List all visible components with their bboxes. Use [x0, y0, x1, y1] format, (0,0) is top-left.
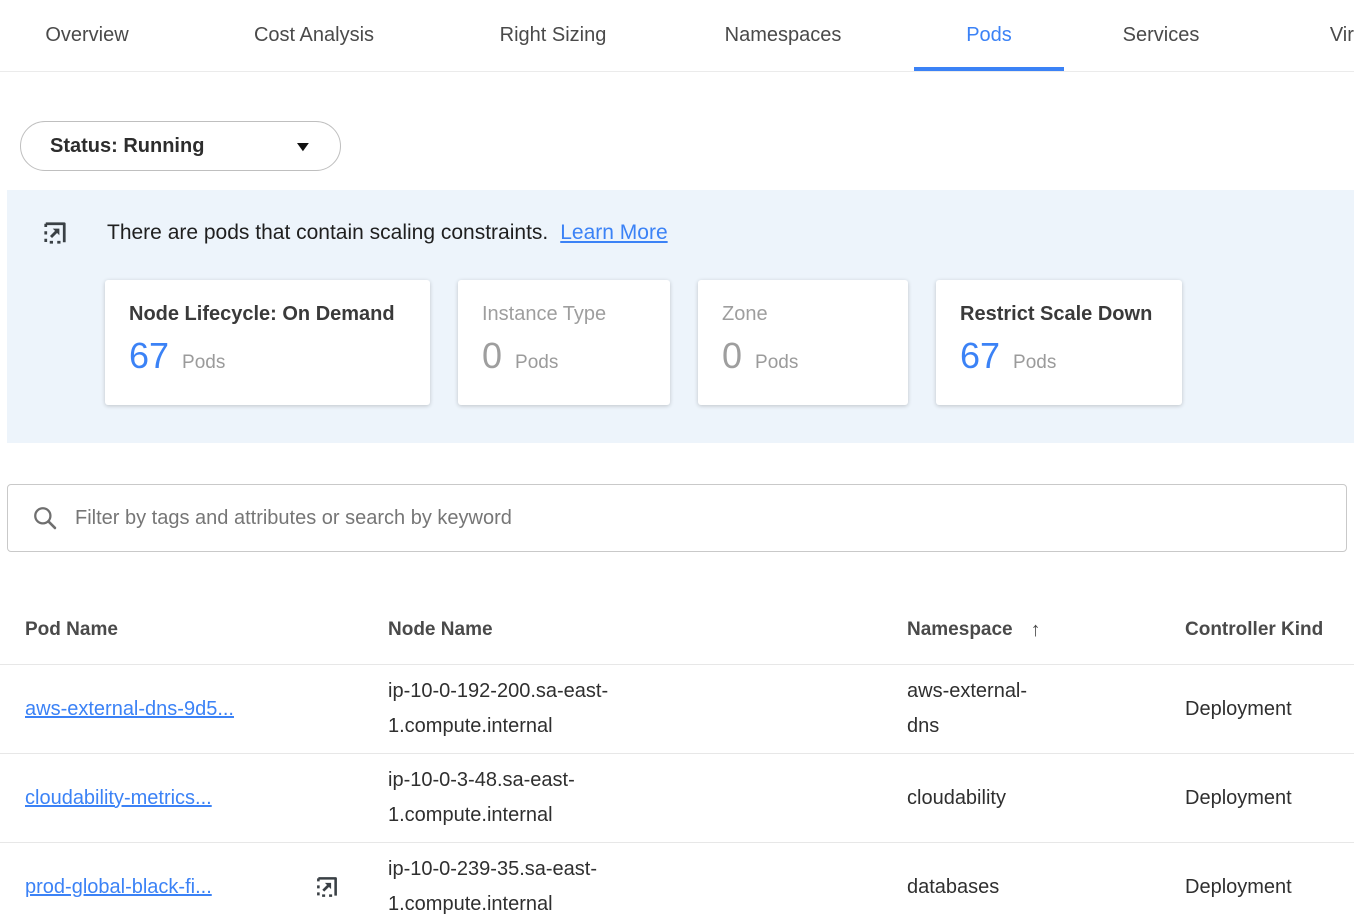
pod-name-link[interactable]: aws-external-dns-9d5...	[25, 697, 234, 720]
card-unit: Pods	[755, 352, 799, 373]
node-name-cell: ip-10-0-239-35.sa-east-1.compute.interna…	[388, 858, 597, 915]
card-unit: Pods	[1013, 352, 1057, 373]
tab-label: Pods	[966, 24, 1012, 46]
constraint-summary-cards: Node Lifecycle: On Demand 67 Pods Instan…	[105, 280, 1354, 405]
learn-more-link[interactable]: Learn More	[560, 221, 668, 244]
card-value: 67	[960, 335, 1001, 376]
table-header-row: Pod Name Node Name Namespace ↑ Controlle…	[0, 596, 1354, 664]
pod-name-link[interactable]: cloudability-metrics...	[25, 786, 212, 809]
tab-label: Virtual	[1329, 24, 1354, 46]
namespace-cell: aws-external-dns	[907, 680, 1028, 737]
scaling-constraint-icon	[40, 218, 70, 248]
table-row: aws-external-dns-9d5... ip-10-0-192-200.…	[0, 664, 1354, 753]
top-tab-bar: Overview Cost Analysis Right Sizing Name…	[0, 0, 1354, 72]
tab-label: Overview	[45, 24, 129, 46]
namespace-cell: databases	[907, 875, 1000, 898]
tab-virtual[interactable]: Virtual	[1258, 0, 1354, 71]
search-input[interactable]	[75, 506, 1322, 530]
chevron-down-icon: ▼	[293, 138, 314, 154]
namespace-cell: cloudability	[907, 786, 1006, 809]
card-title: Restrict Scale Down	[960, 303, 1153, 325]
tab-pods[interactable]: Pods	[914, 0, 1064, 71]
table-row: prod-global-black-fi... ip-10-0-239-35.s…	[0, 842, 1354, 916]
column-header-pod-name[interactable]: Pod Name	[25, 619, 118, 640]
card-value: 0	[482, 335, 503, 376]
tab-namespaces[interactable]: Namespaces	[652, 0, 914, 71]
tab-overview[interactable]: Overview	[0, 0, 174, 71]
tab-right-sizing[interactable]: Right Sizing	[454, 0, 652, 71]
card-value: 0	[722, 335, 743, 376]
pod-name-link[interactable]: prod-global-black-fi...	[25, 875, 212, 898]
column-header-controller-kind[interactable]: Controller Kind	[1185, 619, 1324, 640]
tab-label: Right Sizing	[499, 24, 607, 46]
scaling-constraint-icon[interactable]	[313, 873, 341, 901]
card-restrict-scale-down[interactable]: Restrict Scale Down 67 Pods	[936, 280, 1182, 405]
status-filter-label: Status: Running	[50, 134, 205, 157]
search-icon	[32, 505, 58, 531]
column-header-namespace[interactable]: Namespace ↑	[907, 618, 1041, 641]
node-name-cell: ip-10-0-3-48.sa-east-1.compute.internal	[388, 769, 575, 826]
tab-services[interactable]: Services	[1064, 0, 1258, 71]
card-title: Node Lifecycle: On Demand	[129, 303, 395, 325]
controller-kind-cell: Deployment	[1185, 875, 1292, 898]
card-title: Instance Type	[482, 303, 607, 325]
tab-label: Services	[1122, 24, 1200, 46]
controller-kind-cell: Deployment	[1185, 697, 1292, 720]
tab-label: Namespaces	[724, 24, 842, 46]
sort-asc-icon: ↑	[1030, 618, 1041, 641]
scaling-constraints-banner: There are pods that contain scaling cons…	[7, 190, 1354, 443]
card-zone: Zone 0 Pods	[698, 280, 908, 405]
banner-header: There are pods that contain scaling cons…	[7, 218, 1354, 248]
pods-table: Pod Name Node Name Namespace ↑ Controlle…	[0, 596, 1354, 916]
node-name-cell: ip-10-0-192-200.sa-east-1.compute.intern…	[388, 680, 609, 737]
card-value: 67	[129, 335, 170, 376]
card-unit: Pods	[182, 352, 226, 373]
tab-label: Cost Analysis	[253, 24, 375, 46]
card-unit: Pods	[515, 352, 559, 373]
status-filter-dropdown[interactable]: Status: Running ▼	[20, 121, 341, 171]
banner-message: There are pods that contain scaling cons…	[107, 221, 549, 244]
card-instance-type: Instance Type 0 Pods	[458, 280, 670, 405]
card-title: Zone	[722, 303, 768, 325]
column-header-node-name[interactable]: Node Name	[388, 619, 493, 640]
card-node-lifecycle[interactable]: Node Lifecycle: On Demand 67 Pods	[105, 280, 430, 405]
filter-search-bar	[7, 484, 1347, 552]
tab-cost-analysis[interactable]: Cost Analysis	[174, 0, 454, 71]
controller-kind-cell: Deployment	[1185, 786, 1292, 809]
table-row: cloudability-metrics... ip-10-0-3-48.sa-…	[0, 753, 1354, 842]
